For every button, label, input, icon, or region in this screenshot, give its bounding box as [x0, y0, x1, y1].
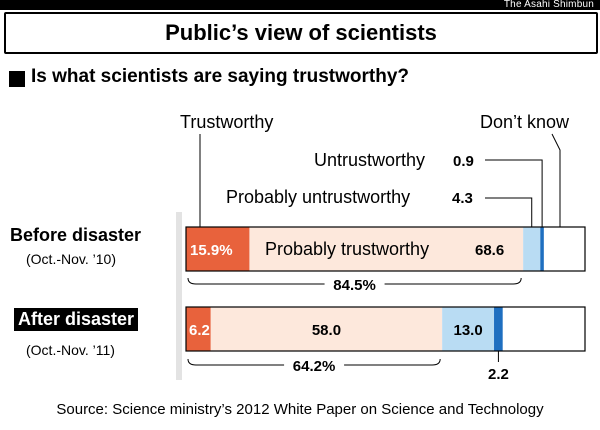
value-label-trustworthy-after: 6.2 [189, 322, 210, 339]
baseline-strip [176, 212, 182, 380]
bar-segment-don-t-know-0 [543, 227, 585, 271]
segment-name-probably-trustworthy: Probably trustworthy [265, 239, 429, 259]
bar-segment-trustworthy-0 [186, 227, 250, 271]
chart-title: Public’s view of scientists [165, 20, 437, 45]
value-label-untrustworthy-before: 0.9 [453, 153, 474, 170]
bar-segment-untrustworthy-1 [494, 307, 503, 351]
question-heading: Is what scientists are saying trustworth… [31, 66, 409, 87]
row-label-after: After disaster [14, 308, 139, 331]
bar-outline-0 [185, 226, 586, 272]
leader-probably-untrustworthy [485, 197, 533, 227]
bar-outline-1 [185, 306, 586, 352]
total-label-0: 84.5% [333, 277, 376, 294]
question-bullet-square [9, 71, 25, 87]
bar-segment-don-t-know-1 [502, 307, 585, 351]
row-label-before: Before disaster [10, 225, 142, 245]
bar-segment-untrustworthy-0 [540, 227, 544, 271]
callout-dont-know: Don’t know [480, 112, 570, 132]
bar-segment-probably-untrustworthy-1 [442, 307, 495, 351]
value-label-probably-untrustworthy-before: 4.3 [452, 190, 473, 207]
total-label-bg-0 [324, 275, 385, 295]
source-note: Source: Science ministry’s 2012 White Pa… [56, 401, 544, 418]
callout-trustworthy: Trustworthy [180, 112, 273, 132]
value-label-probably-untrustworthy-after: 13.0 [453, 322, 482, 339]
title-box: Public’s view of scientists [4, 12, 598, 54]
value-label-untrustworthy-after: 2.2 [488, 366, 509, 383]
callout-probably-untrustworthy: Probably untrustworthy [226, 187, 410, 207]
total-label-1: 64.2% [293, 358, 336, 375]
value-label-trustworthy-before: 15.9% [190, 242, 233, 259]
leader-untrustworthy [485, 159, 543, 227]
publisher-credit: The Asahi Shimbun [503, 0, 594, 10]
leader-dont-know [551, 133, 561, 227]
value-label-probably-trustworthy-before: 68.6 [475, 242, 504, 259]
bar-segment-trustworthy-1 [186, 307, 211, 351]
row-period-before: (Oct.-Nov. ’10) [26, 251, 116, 267]
top-band: The Asahi Shimbun [0, 0, 600, 10]
bar-segment-probably-untrustworthy-0 [523, 227, 541, 271]
total-label-bg-1 [284, 356, 345, 376]
bar-segment-probably-trustworthy-0 [249, 227, 524, 271]
callout-untrustworthy: Untrustworthy [314, 150, 425, 170]
bar-segment-probably-trustworthy-1 [210, 307, 443, 351]
value-label-probably-trustworthy-after: 58.0 [312, 322, 341, 339]
row-period-after: (Oct.-Nov. ’11) [26, 342, 115, 358]
